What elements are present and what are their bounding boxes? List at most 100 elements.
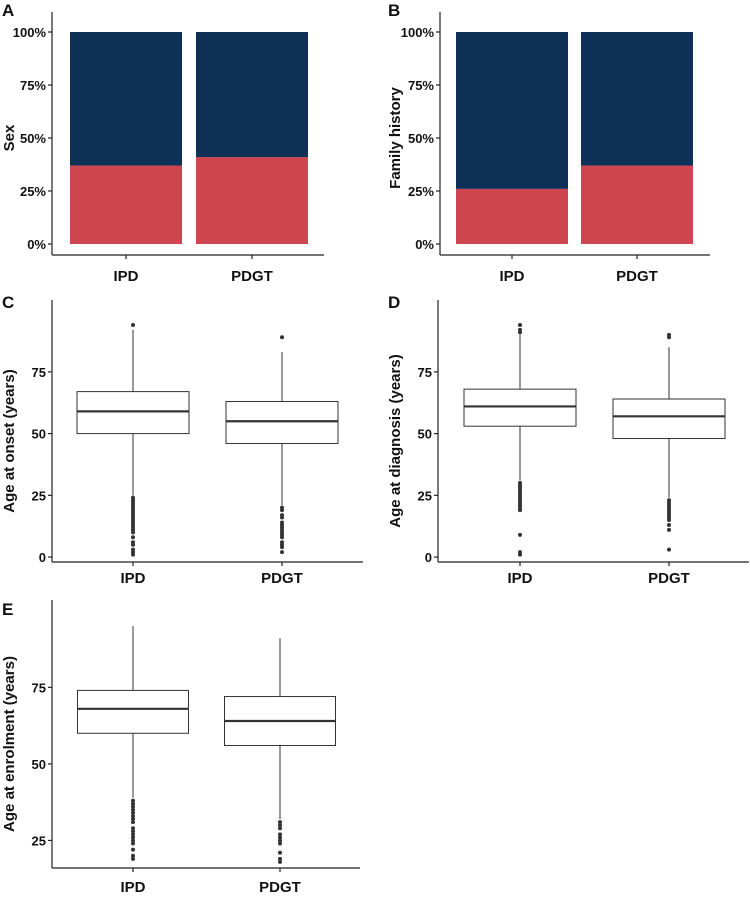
panel-letter: A bbox=[2, 1, 14, 20]
outlier-point-ipd bbox=[131, 838, 135, 843]
outlier-point-ipd bbox=[131, 530, 135, 535]
outlier-point-ipd bbox=[131, 535, 135, 540]
y-tick-label: 75% bbox=[20, 78, 46, 93]
y-tick-label: 75% bbox=[408, 78, 434, 93]
outlier-point-pdgt bbox=[278, 838, 282, 843]
panel-a: A 0% 25% 50% 75% 100% Sex IPD PDGT bbox=[1, 1, 324, 285]
y-tick-label: 50 bbox=[32, 427, 46, 442]
bar-pdgt-lower bbox=[196, 157, 308, 244]
outlier-point-ipd bbox=[131, 807, 135, 812]
y-axis-label: Sex bbox=[1, 124, 18, 151]
y-axis-label: Family history bbox=[387, 86, 404, 188]
outlier-point-ipd bbox=[131, 820, 135, 825]
outlier-point-ipd bbox=[131, 832, 135, 837]
bar-pdgt-upper bbox=[196, 32, 308, 158]
y-tick-label: 0% bbox=[415, 237, 434, 252]
outlier-point-ipd bbox=[131, 835, 135, 840]
outlier-point-ipd bbox=[131, 853, 135, 858]
panel-letter: B bbox=[388, 1, 400, 20]
x-tick-label-ipd: IPD bbox=[499, 268, 524, 285]
panel-c: C 0 25 50 75 Age at onset (years) IPD PDGT bbox=[1, 293, 363, 587]
outlier-point-ipd bbox=[131, 826, 135, 831]
outlier-point-ipd bbox=[131, 810, 135, 815]
outlier-point-ipd bbox=[131, 841, 135, 846]
outlier-point-ipd bbox=[131, 847, 135, 852]
outlier-point-pdgt bbox=[278, 856, 282, 861]
y-tick-label: 0 bbox=[39, 550, 46, 565]
y-tick-label: 25 bbox=[32, 833, 46, 848]
y-tick-label: 100% bbox=[13, 25, 47, 40]
bar-pdgt-lower bbox=[581, 165, 693, 244]
outlier-point-pdgt bbox=[280, 545, 284, 550]
panel-letter: D bbox=[388, 293, 400, 312]
y-tick-label: 75 bbox=[418, 365, 432, 380]
panel-d: D 0 25 50 75 Age at diagnosis (years) IPD PDGT bbox=[387, 293, 749, 587]
outlier-point-pdgt bbox=[280, 515, 284, 520]
outlier-point-pdgt bbox=[278, 850, 282, 855]
outlier-point-ipd bbox=[518, 322, 522, 327]
box-pdgt bbox=[225, 400, 339, 444]
outlier-point-ipd bbox=[131, 552, 135, 557]
y-tick-label: 0 bbox=[425, 550, 432, 565]
box-ipd bbox=[76, 391, 190, 435]
y-axis-label: Age at diagnosis (years) bbox=[387, 354, 404, 527]
outlier-point-pdgt bbox=[280, 550, 284, 555]
x-tick-label-ipd: IPD bbox=[120, 570, 145, 587]
y-tick-label: 25% bbox=[408, 184, 434, 199]
bar-ipd-upper bbox=[70, 32, 182, 166]
panel-b: B 0% 25% 50% 75% 100% Family history IPD PDGT bbox=[387, 1, 710, 285]
y-axis-label: Age at enrolment (years) bbox=[1, 656, 18, 832]
x-tick-label-ipd: IPD bbox=[113, 268, 138, 285]
outlier-point-pdgt bbox=[278, 820, 282, 825]
outlier-point-ipd bbox=[131, 801, 135, 806]
y-tick-label: 100% bbox=[401, 25, 435, 40]
panel-letter: C bbox=[2, 293, 14, 312]
y-tick-label: 50 bbox=[418, 427, 432, 442]
box-pdgt bbox=[612, 398, 726, 440]
y-tick-label: 50 bbox=[32, 757, 46, 772]
x-tick-label-pdgt: PDGT bbox=[648, 570, 690, 587]
outlier-point-pdgt bbox=[278, 841, 282, 846]
x-tick-label-pdgt: PDGT bbox=[259, 879, 301, 896]
bar-ipd-upper bbox=[456, 32, 568, 189]
bar-pdgt-upper bbox=[581, 32, 693, 166]
x-tick-label-pdgt: PDGT bbox=[616, 268, 658, 285]
x-tick-label-ipd: IPD bbox=[120, 879, 145, 896]
y-tick-label: 75 bbox=[32, 365, 46, 380]
y-tick-label: 25 bbox=[418, 488, 432, 503]
panel-letter: E bbox=[2, 600, 13, 619]
outlier-point-pdgt bbox=[667, 518, 671, 523]
outlier-point-pdgt bbox=[278, 826, 282, 831]
y-axis-label: Age at onset (years) bbox=[1, 369, 18, 512]
outlier-point-pdgt bbox=[667, 527, 671, 532]
bar-ipd-lower bbox=[70, 165, 182, 244]
bar-ipd-lower bbox=[456, 188, 568, 244]
outlier-point-ipd bbox=[518, 508, 522, 513]
outlier-point-pdgt bbox=[278, 835, 282, 840]
x-tick-label-pdgt: PDGT bbox=[231, 268, 273, 285]
outlier-point-ipd bbox=[131, 322, 135, 327]
y-tick-label: 25 bbox=[32, 488, 46, 503]
outlier-point-pdgt bbox=[280, 535, 284, 540]
box-ipd bbox=[77, 689, 189, 734]
outlier-point-ipd bbox=[518, 532, 522, 537]
outlier-point-ipd bbox=[518, 327, 522, 332]
x-tick-label-pdgt: PDGT bbox=[261, 570, 303, 587]
outlier-point-pdgt bbox=[667, 522, 671, 527]
y-tick-label: 25% bbox=[20, 184, 46, 199]
x-tick-label-ipd: IPD bbox=[507, 570, 532, 587]
outlier-point-pdgt bbox=[667, 332, 671, 337]
outlier-point-ipd bbox=[131, 829, 135, 834]
panel-e: E 25 50 75 Age at enrolment (years) IPD PDGT bbox=[1, 600, 360, 896]
outlier-point-pdgt bbox=[278, 832, 282, 837]
outlier-point-pdgt bbox=[667, 547, 671, 552]
outlier-point-ipd bbox=[131, 817, 135, 822]
outlier-point-pdgt bbox=[280, 335, 284, 340]
outlier-point-ipd bbox=[518, 552, 522, 557]
y-tick-label: 75 bbox=[32, 680, 46, 695]
outlier-point-pdgt bbox=[278, 859, 282, 864]
outlier-point-ipd bbox=[131, 813, 135, 818]
y-tick-label: 50% bbox=[20, 131, 46, 146]
outlier-point-pdgt bbox=[278, 823, 282, 828]
